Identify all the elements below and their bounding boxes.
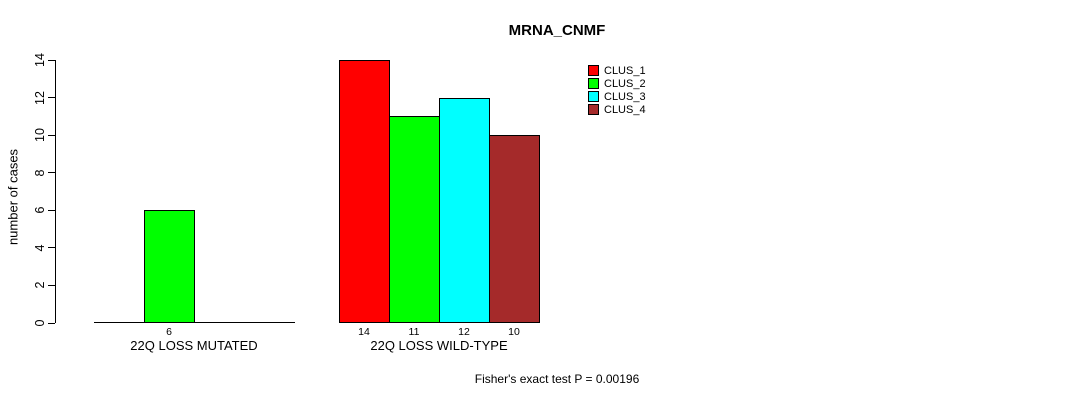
legend-label: CLUS_4 (604, 103, 646, 116)
x-group-label-wild-type: 22Q LOSS WILD-TYPE (370, 338, 508, 353)
bar-value-label: 6 (166, 326, 172, 338)
bar-value-label: 11 (408, 326, 420, 338)
legend-item-clus_4: CLUS_4 (588, 103, 646, 116)
y-axis-line (55, 60, 56, 323)
legend-item-clus_1: CLUS_1 (588, 64, 646, 77)
legend-item-clus_2: CLUS_2 (588, 77, 646, 90)
y-axis-tick (48, 172, 55, 174)
y-axis-tick-label: 2 (33, 281, 47, 289)
y-axis-title: number of cases (5, 148, 21, 246)
y-axis-tick (48, 134, 55, 136)
bar-value-label: 12 (458, 326, 470, 338)
y-axis-tick (48, 209, 55, 211)
legend: CLUS_1 CLUS_2 CLUS_3 CLUS_4 (588, 64, 646, 116)
y-axis-tick-label: 0 (33, 319, 47, 327)
y-axis-tick-label: 14 (33, 53, 47, 67)
bar-clus_2 (144, 210, 195, 323)
y-axis-tick (48, 59, 55, 61)
x-group-label-mutated: 22Q LOSS MUTATED (130, 338, 258, 353)
y-axis-tick (48, 322, 55, 324)
bar-clus_1 (339, 60, 390, 323)
y-axis-tick-label: 12 (33, 90, 47, 105)
bar-value-label: 14 (358, 326, 370, 338)
zero-height-bar-clus_4 (244, 322, 295, 323)
bar-clus_2 (389, 116, 440, 323)
legend-label: CLUS_1 (604, 64, 646, 77)
y-axis-tick (48, 97, 55, 99)
bar-clus_4 (489, 135, 540, 323)
legend-item-clus_3: CLUS_3 (588, 90, 646, 103)
y-axis-tick (48, 247, 55, 249)
bar-value-label: 10 (508, 326, 520, 338)
y-axis-tick-label: 10 (33, 128, 47, 143)
legend-swatch-icon (588, 91, 599, 102)
y-axis-tick (48, 284, 55, 286)
footnote-fisher-test: Fisher's exact test P = 0.00196 (474, 372, 640, 386)
zero-height-bar-clus_1 (94, 322, 145, 323)
bar-clus_3 (439, 98, 490, 323)
legend-swatch-icon (588, 104, 599, 115)
legend-swatch-icon (588, 78, 599, 89)
y-axis-tick-label: 4 (33, 244, 47, 252)
y-axis-tick-label: 8 (33, 169, 47, 177)
zero-height-bar-clus_3 (194, 322, 245, 323)
legend-label: CLUS_2 (604, 77, 646, 90)
y-axis-tick-label: 6 (33, 206, 47, 214)
legend-swatch-icon (588, 65, 599, 76)
legend-label: CLUS_3 (604, 90, 646, 103)
chart-title: MRNA_CNMF (508, 22, 606, 39)
